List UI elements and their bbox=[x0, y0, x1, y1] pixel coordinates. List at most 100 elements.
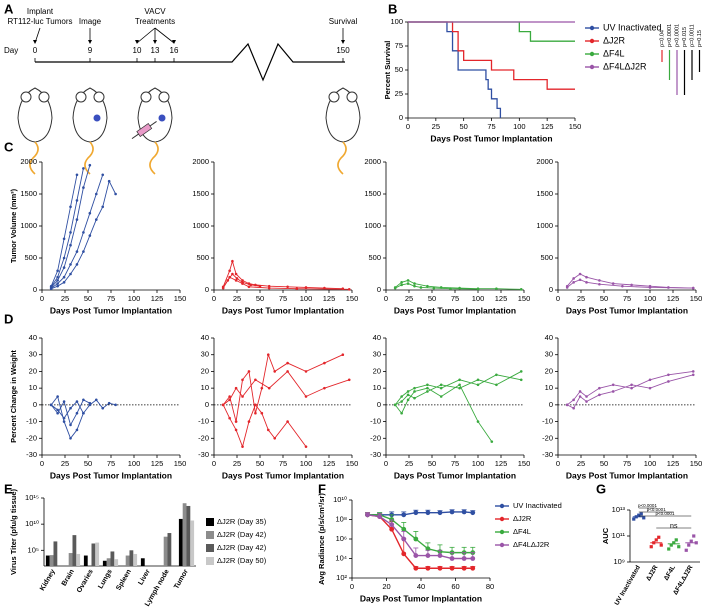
data-point bbox=[228, 269, 231, 273]
data-point bbox=[114, 403, 117, 407]
p-value: p<0.0001 bbox=[656, 511, 675, 516]
data-point bbox=[401, 551, 407, 557]
data-point bbox=[323, 386, 326, 390]
y-tick-label: 1500 bbox=[20, 189, 37, 198]
series-line bbox=[566, 273, 694, 289]
data-point bbox=[458, 386, 461, 390]
series-line bbox=[50, 395, 84, 440]
x-tick-label: 125 bbox=[667, 459, 680, 468]
data-point bbox=[425, 553, 431, 558]
data-point bbox=[234, 420, 238, 423]
data-point bbox=[69, 272, 72, 276]
legend-label: ΔF4LΔJ2R bbox=[513, 540, 550, 549]
data-point bbox=[598, 282, 601, 286]
bar bbox=[133, 553, 138, 566]
event-label: VACV bbox=[144, 7, 166, 16]
legend-label: UV Inactivated bbox=[603, 22, 662, 32]
data-point bbox=[406, 390, 410, 393]
data-point bbox=[495, 383, 498, 387]
x-axis-label: Days Post Tumor Implantation bbox=[50, 305, 172, 315]
data-point bbox=[56, 408, 59, 412]
data-point bbox=[389, 517, 395, 522]
y-tick-label: -20 bbox=[26, 433, 37, 442]
data-point bbox=[585, 281, 588, 284]
x-tick-label: 75 bbox=[451, 294, 459, 303]
y-tick-label: 30 bbox=[545, 350, 553, 359]
x-tick-label: ΔF4L bbox=[663, 564, 677, 582]
data-point bbox=[49, 287, 53, 291]
x-tick-label: 100 bbox=[128, 294, 141, 303]
x-tick-label: 0 bbox=[40, 459, 44, 468]
data-point bbox=[69, 423, 72, 427]
x-tick-label: 0 bbox=[556, 459, 560, 468]
data-point bbox=[495, 373, 498, 377]
data-point bbox=[449, 287, 452, 291]
x-tick-label: 150 bbox=[346, 459, 359, 468]
data-point bbox=[241, 395, 244, 398]
data-point bbox=[449, 565, 455, 571]
legend-marker bbox=[589, 38, 595, 44]
data-point bbox=[221, 286, 225, 290]
x-tick-label: 50 bbox=[428, 459, 436, 468]
data-point bbox=[62, 400, 66, 403]
data-point bbox=[101, 205, 105, 209]
data-point bbox=[56, 282, 59, 285]
data-point bbox=[458, 383, 461, 387]
survival-curve bbox=[408, 21, 575, 42]
data-point bbox=[254, 403, 257, 407]
data-point bbox=[295, 287, 299, 291]
y-tick-label: 25 bbox=[395, 89, 403, 98]
p-value: p=0.15 bbox=[697, 30, 703, 47]
data-point bbox=[476, 383, 480, 387]
y-tick-label: 1500 bbox=[536, 189, 553, 198]
x-tick-label: 25 bbox=[405, 459, 413, 468]
timeline-diagram bbox=[17, 42, 361, 175]
data-point bbox=[426, 386, 429, 390]
x-tick-label: 25 bbox=[405, 294, 413, 303]
x-tick-label: 75 bbox=[487, 122, 495, 131]
y-tick-label: 1000 bbox=[20, 221, 37, 230]
x-tick-label: 0 bbox=[212, 459, 216, 468]
arrow-head bbox=[341, 40, 345, 44]
y-tick-label: 0 bbox=[205, 285, 209, 294]
data-point bbox=[247, 420, 251, 423]
data-point bbox=[286, 285, 289, 289]
data-point bbox=[572, 281, 575, 284]
y-tick-label: -10 bbox=[198, 417, 209, 426]
data-point bbox=[470, 565, 476, 571]
data-point bbox=[413, 510, 419, 516]
bar bbox=[163, 536, 168, 566]
y-tick-label: 20 bbox=[29, 366, 37, 375]
data-point bbox=[578, 395, 582, 398]
data-point bbox=[347, 288, 351, 291]
bar bbox=[178, 518, 183, 566]
legend-label: ΔJ2R (Day 35) bbox=[217, 517, 267, 526]
data-point bbox=[56, 411, 59, 415]
day-value: 0 bbox=[33, 46, 38, 55]
data-point bbox=[69, 436, 72, 440]
data-point bbox=[632, 517, 636, 521]
data-point bbox=[266, 428, 270, 432]
series-line bbox=[50, 168, 84, 288]
bar bbox=[140, 558, 145, 566]
data-point bbox=[107, 179, 111, 183]
data-point bbox=[406, 393, 410, 397]
y-tick-label: 20 bbox=[545, 366, 553, 375]
data-point bbox=[75, 400, 79, 403]
data-point bbox=[578, 272, 582, 276]
day-value: 150 bbox=[336, 46, 350, 55]
data-point bbox=[49, 284, 53, 288]
bar bbox=[114, 559, 119, 566]
day-value: 9 bbox=[88, 46, 93, 55]
arrow-head bbox=[88, 40, 92, 44]
y-tick-label: 0 bbox=[205, 400, 209, 409]
series-line bbox=[566, 370, 694, 406]
series-line bbox=[367, 514, 473, 569]
data-point bbox=[437, 553, 443, 558]
legend-label: ΔJ2R bbox=[603, 35, 626, 45]
data-point bbox=[75, 263, 79, 266]
x-tick-label: 25 bbox=[233, 294, 241, 303]
data-point bbox=[56, 275, 59, 279]
x-tick-label: 150 bbox=[518, 459, 531, 468]
y-tick-label: 10⁹ bbox=[613, 557, 625, 566]
